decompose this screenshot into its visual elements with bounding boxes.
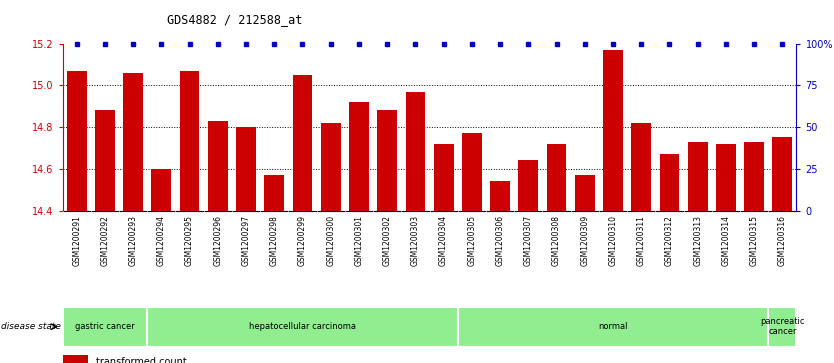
- Text: normal: normal: [598, 322, 628, 331]
- Text: GSM1200295: GSM1200295: [185, 215, 194, 266]
- Text: GSM1200299: GSM1200299: [298, 215, 307, 266]
- Bar: [631, 123, 651, 211]
- Text: GSM1200308: GSM1200308: [552, 215, 561, 266]
- Bar: [67, 71, 87, 211]
- Text: GSM1200291: GSM1200291: [73, 215, 81, 266]
- Text: GSM1200298: GSM1200298: [269, 215, 279, 266]
- Text: GSM1200294: GSM1200294: [157, 215, 166, 266]
- Text: GSM1200306: GSM1200306: [495, 215, 505, 266]
- Bar: [405, 91, 425, 211]
- Bar: [179, 71, 199, 211]
- Text: GSM1200292: GSM1200292: [100, 215, 109, 266]
- Text: GSM1200296: GSM1200296: [214, 215, 223, 266]
- Bar: [546, 144, 566, 211]
- Bar: [148, 307, 458, 347]
- Bar: [152, 169, 171, 211]
- Bar: [772, 138, 792, 211]
- Text: gastric cancer: gastric cancer: [75, 322, 135, 331]
- Text: GSM1200314: GSM1200314: [721, 215, 731, 266]
- Bar: [208, 121, 228, 211]
- Bar: [744, 142, 764, 211]
- Bar: [434, 144, 454, 211]
- Bar: [575, 175, 595, 211]
- Text: GSM1200305: GSM1200305: [467, 215, 476, 266]
- Bar: [458, 307, 768, 347]
- Bar: [768, 307, 796, 347]
- Bar: [293, 75, 313, 211]
- Text: pancreatic
cancer: pancreatic cancer: [760, 317, 805, 337]
- Bar: [377, 110, 397, 211]
- Text: GSM1200311: GSM1200311: [636, 215, 646, 266]
- Bar: [660, 154, 680, 211]
- Text: GSM1200310: GSM1200310: [609, 215, 617, 266]
- Bar: [349, 102, 369, 211]
- Bar: [321, 123, 340, 211]
- Text: GSM1200297: GSM1200297: [242, 215, 250, 266]
- Bar: [95, 110, 115, 211]
- Text: GSM1200301: GSM1200301: [354, 215, 364, 266]
- Bar: [688, 142, 707, 211]
- Text: GSM1200303: GSM1200303: [411, 215, 420, 266]
- Text: GSM1200313: GSM1200313: [693, 215, 702, 266]
- Bar: [63, 307, 148, 347]
- Bar: [462, 133, 482, 211]
- Bar: [63, 355, 88, 363]
- Bar: [519, 160, 538, 211]
- Text: transformed count: transformed count: [96, 358, 187, 363]
- Text: GDS4882 / 212588_at: GDS4882 / 212588_at: [167, 13, 302, 26]
- Text: GSM1200300: GSM1200300: [326, 215, 335, 266]
- Text: GSM1200302: GSM1200302: [383, 215, 392, 266]
- Bar: [490, 182, 510, 211]
- Text: GSM1200309: GSM1200309: [580, 215, 590, 266]
- Text: GSM1200307: GSM1200307: [524, 215, 533, 266]
- Bar: [123, 73, 143, 211]
- Bar: [264, 175, 284, 211]
- Text: GSM1200304: GSM1200304: [440, 215, 448, 266]
- Bar: [236, 127, 256, 211]
- Text: disease state: disease state: [1, 322, 61, 331]
- Text: GSM1200293: GSM1200293: [128, 215, 138, 266]
- Bar: [603, 50, 623, 211]
- Bar: [716, 144, 736, 211]
- Text: GSM1200316: GSM1200316: [778, 215, 786, 266]
- Text: hepatocellular carcinoma: hepatocellular carcinoma: [249, 322, 356, 331]
- Text: GSM1200315: GSM1200315: [750, 215, 759, 266]
- Text: GSM1200312: GSM1200312: [665, 215, 674, 266]
